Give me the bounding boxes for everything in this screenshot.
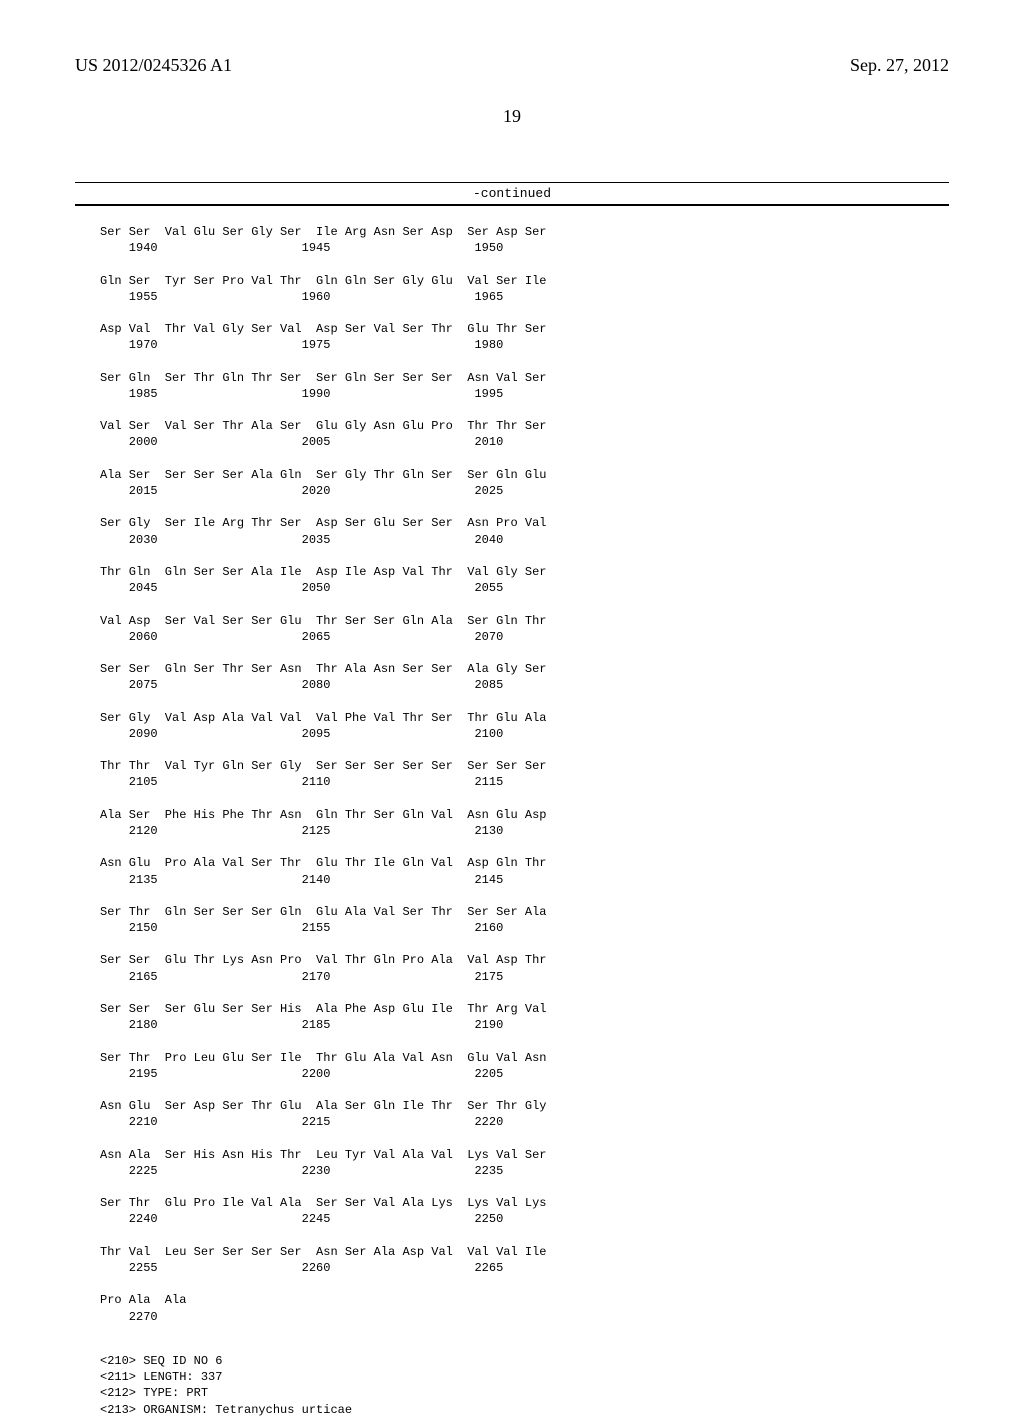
sequence-aa-row: Ser Ser Ser Glu Ser Ser His Ala Phe Asp … <box>100 1001 949 1017</box>
doc-number: US 2012/0245326 A1 <box>75 55 232 76</box>
sequence-aa-row: Ser Gly Ser Ile Arg Thr Ser Asp Ser Glu … <box>100 515 949 531</box>
sequence-aa-row: Ala Ser Ser Ser Ser Ala Gln Ser Gly Thr … <box>100 467 949 483</box>
sequence-spacer <box>100 451 949 467</box>
page-number: 19 <box>0 106 1024 127</box>
sequence-spacer <box>100 693 949 709</box>
sequence-num-row: 2120 2125 2130 <box>100 823 949 839</box>
sequence-aa-row: Ser Ser Glu Thr Lys Asn Pro Val Thr Gln … <box>100 952 949 968</box>
sequence-num-row: 1970 1975 1980 <box>100 337 949 353</box>
meta-line: <210> SEQ ID NO 6 <box>100 1353 949 1369</box>
sequence-spacer <box>100 888 949 904</box>
sequence-block: Ser Ser Val Glu Ser Gly Ser Ile Arg Asn … <box>0 224 1024 1418</box>
sequence-aa-row: Thr Thr Val Tyr Gln Ser Gly Ser Ser Ser … <box>100 758 949 774</box>
sequence-aa-row: Ser Thr Gln Ser Ser Ser Gln Glu Ala Val … <box>100 904 949 920</box>
sequence-num-row: 2240 2245 2250 <box>100 1211 949 1227</box>
sequence-spacer <box>100 354 949 370</box>
sequence-spacer <box>100 1276 949 1292</box>
sequence-num-row: 2270 <box>100 1309 949 1325</box>
sequence-aa-row: Ser Ser Val Glu Ser Gly Ser Ile Arg Asn … <box>100 224 949 240</box>
sequence-aa-row: Val Asp Ser Val Ser Ser Glu Thr Ser Ser … <box>100 613 949 629</box>
sequence-aa-row: Thr Gln Gln Ser Ser Ala Ile Asp Ile Asp … <box>100 564 949 580</box>
sequence-num-row: 2075 2080 2085 <box>100 677 949 693</box>
sequence-aa-row: Ser Ser Gln Ser Thr Ser Asn Thr Ala Asn … <box>100 661 949 677</box>
sequence-spacer <box>100 645 949 661</box>
sequence-metadata: <210> SEQ ID NO 6<211> LENGTH: 337<212> … <box>100 1353 949 1418</box>
sequence-num-row: 2030 2035 2040 <box>100 532 949 548</box>
sequence-aa-row: Ser Gln Ser Thr Gln Thr Ser Ser Gln Ser … <box>100 370 949 386</box>
sequence-aa-row: Asn Glu Ser Asp Ser Thr Glu Ala Ser Gln … <box>100 1098 949 1114</box>
sequence-num-row: 2150 2155 2160 <box>100 920 949 936</box>
sequence-num-row: 2195 2200 2205 <box>100 1066 949 1082</box>
sequence-aa-row: Ser Gly Val Asp Ala Val Val Val Phe Val … <box>100 710 949 726</box>
sequence-num-row: 2165 2170 2175 <box>100 969 949 985</box>
sequence-spacer <box>100 985 949 1001</box>
sequence-num-row: 2255 2260 2265 <box>100 1260 949 1276</box>
sequence-spacer <box>100 256 949 272</box>
sequence-num-row: 2015 2020 2025 <box>100 483 949 499</box>
continued-label: -continued <box>75 183 949 204</box>
sequence-num-row: 2090 2095 2100 <box>100 726 949 742</box>
sequence-num-row: 2000 2005 2010 <box>100 434 949 450</box>
sequence-aa-row: Pro Ala Ala <box>100 1292 949 1308</box>
sequence-aa-row: Asp Val Thr Val Gly Ser Val Asp Ser Val … <box>100 321 949 337</box>
sequence-num-row: 2225 2230 2235 <box>100 1163 949 1179</box>
sequence-spacer <box>100 1179 949 1195</box>
sequence-num-row: 2105 2110 2115 <box>100 774 949 790</box>
sequence-num-row: 2060 2065 2070 <box>100 629 949 645</box>
sequence-spacer <box>100 839 949 855</box>
sequence-aa-row: Thr Val Leu Ser Ser Ser Ser Asn Ser Ala … <box>100 1244 949 1260</box>
sequence-num-row: 1955 1960 1965 <box>100 289 949 305</box>
sequence-aa-row: Ser Thr Pro Leu Glu Ser Ile Thr Glu Ala … <box>100 1050 949 1066</box>
sequence-num-row: 2135 2140 2145 <box>100 872 949 888</box>
sequence-spacer <box>100 402 949 418</box>
sequence-aa-row: Ser Thr Glu Pro Ile Val Ala Ser Ser Val … <box>100 1195 949 1211</box>
sequence-aa-row: Asn Glu Pro Ala Val Ser Thr Glu Thr Ile … <box>100 855 949 871</box>
pub-date: Sep. 27, 2012 <box>850 55 949 76</box>
sequence-spacer <box>100 305 949 321</box>
sequence-spacer <box>100 1228 949 1244</box>
meta-line: <211> LENGTH: 337 <box>100 1369 949 1385</box>
sequence-spacer <box>100 936 949 952</box>
sequence-spacer <box>100 742 949 758</box>
sequence-spacer <box>100 1082 949 1098</box>
sequence-aa-row: Ala Ser Phe His Phe Thr Asn Gln Thr Ser … <box>100 807 949 823</box>
sequence-num-row: 2210 2215 2220 <box>100 1114 949 1130</box>
sequence-num-row: 2045 2050 2055 <box>100 580 949 596</box>
sequence-spacer <box>100 1033 949 1049</box>
sequence-spacer <box>100 499 949 515</box>
sequence-num-row: 2180 2185 2190 <box>100 1017 949 1033</box>
sequence-num-row: 1940 1945 1950 <box>100 240 949 256</box>
sequence-spacer <box>100 548 949 564</box>
sequence-spacer <box>100 791 949 807</box>
meta-line: <212> TYPE: PRT <box>100 1385 949 1401</box>
sequence-spacer <box>100 1131 949 1147</box>
sequence-num-row: 1985 1990 1995 <box>100 386 949 402</box>
divider-bottom <box>75 204 949 206</box>
meta-line: <213> ORGANISM: Tetranychus urticae <box>100 1402 949 1418</box>
sequence-aa-row: Gln Ser Tyr Ser Pro Val Thr Gln Gln Ser … <box>100 273 949 289</box>
continued-section: -continued <box>75 182 949 206</box>
sequence-spacer <box>100 1325 949 1341</box>
sequence-aa-row: Val Ser Val Ser Thr Ala Ser Glu Gly Asn … <box>100 418 949 434</box>
sequence-spacer <box>100 596 949 612</box>
sequence-aa-row: Asn Ala Ser His Asn His Thr Leu Tyr Val … <box>100 1147 949 1163</box>
page-header: US 2012/0245326 A1 Sep. 27, 2012 <box>0 0 1024 76</box>
